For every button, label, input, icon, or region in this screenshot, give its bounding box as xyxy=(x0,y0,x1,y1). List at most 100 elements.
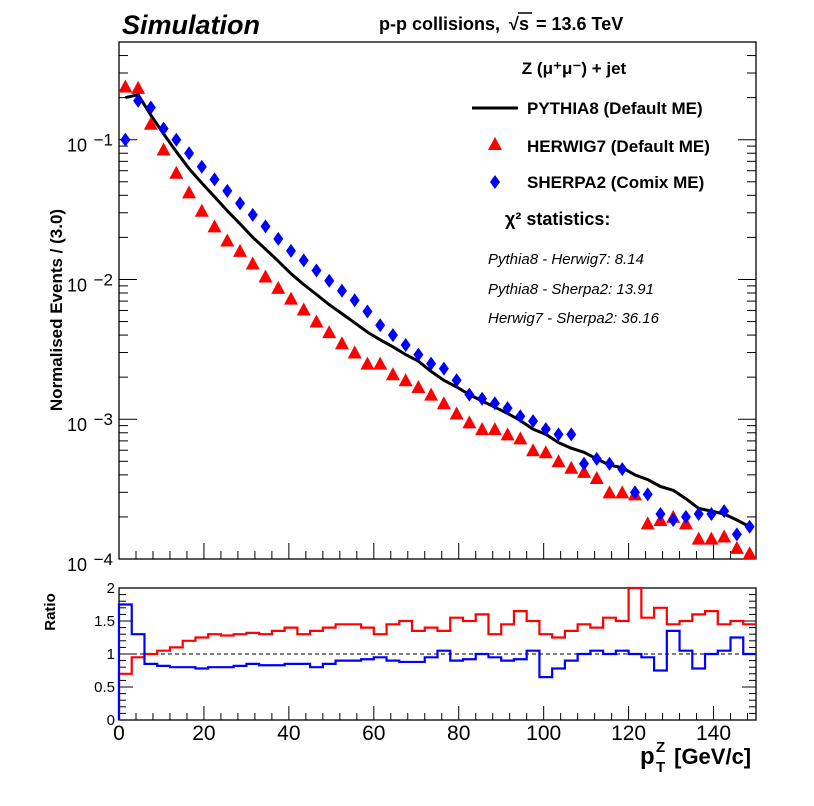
y-tick-label-exp: −4 xyxy=(94,550,113,569)
sherpa-point xyxy=(477,391,488,406)
herwig-point xyxy=(564,460,579,474)
legend-label-herwig: HERWIG7 (Default ME) xyxy=(527,137,710,156)
y-tick-label-exp: −3 xyxy=(94,410,113,429)
ratio-x-tick-label: 140 xyxy=(696,722,731,745)
herwig-point xyxy=(436,396,451,410)
herwig-point xyxy=(513,431,528,445)
sherpa-point xyxy=(668,513,679,528)
main-panel: −1 10 −2 10 −3 10 −4 10 Normalised Events / (3.… xyxy=(47,41,757,575)
herwig-point xyxy=(487,422,502,436)
y-tick-label-base: 10 xyxy=(67,275,87,295)
herwig-point xyxy=(233,243,248,257)
herwig-point xyxy=(296,302,311,316)
herwig-point xyxy=(373,356,388,370)
main-y-axis-label: Normalised Events / (3.0) xyxy=(47,209,66,411)
legend-header: Z (μ⁺μ⁻) + jet xyxy=(522,59,627,78)
herwig-point xyxy=(449,406,464,420)
herwig-point xyxy=(411,380,426,394)
y-tick-label: −3 10 xyxy=(67,410,113,435)
sherpa-point xyxy=(184,146,195,161)
x-axis-label: p Z T [GeV/c] xyxy=(640,739,751,776)
legend-entry-herwig: HERWIG7 (Default ME) xyxy=(488,137,710,156)
herwig-ratio-line xyxy=(117,586,756,720)
herwig-point xyxy=(156,142,171,156)
herwig-point xyxy=(398,373,413,387)
herwig-point xyxy=(691,531,706,545)
sherpa-point xyxy=(629,485,640,500)
herwig-point xyxy=(589,470,604,484)
herwig-point xyxy=(717,529,732,543)
herwig-point xyxy=(742,546,757,560)
ratio-x-axis: 0 20 40 60 80 100 120 140 xyxy=(113,706,749,745)
sherpa-point xyxy=(731,527,742,542)
herwig-point xyxy=(245,256,260,270)
y-tick-label-exp: −2 xyxy=(94,270,113,289)
legend-entry-sherpa: SHERPA2 (Comix ME) xyxy=(490,173,704,192)
x-axis-label-sub: T xyxy=(656,759,665,776)
collision-label: p-p collisions, xyxy=(379,14,500,34)
sherpa-point xyxy=(706,506,717,521)
herwig-point xyxy=(207,219,222,233)
sherpa-point xyxy=(693,506,704,521)
x-axis-label-unit: [GeV/c] xyxy=(668,744,751,769)
legend-diamond-icon xyxy=(490,175,500,189)
simulation-label: Simulation xyxy=(122,10,260,40)
sherpa-point xyxy=(566,427,577,442)
ratio-y-tick-label: 1.5 xyxy=(94,613,115,630)
main-series xyxy=(118,79,757,560)
energy-value: = 13.6 TeV xyxy=(531,14,623,34)
herwig-point xyxy=(475,422,490,436)
herwig-point xyxy=(271,280,286,294)
sqrt-icon: √ xyxy=(509,14,519,34)
herwig-point xyxy=(462,415,477,429)
ratio-panel: 0 0.5 1 1.5 2 0 20 40 60 80 100 120 140 Ratio p Z T… xyxy=(42,580,757,776)
sherpa-point xyxy=(579,456,590,471)
sherpa-point xyxy=(324,273,335,288)
ratio-x-tick-label: 120 xyxy=(611,722,646,745)
legend-entry-pythia: PYTHIA8 (Default ME) xyxy=(472,99,703,118)
sherpa-point xyxy=(273,231,284,246)
sherpa-point xyxy=(375,318,386,333)
energy-label: √ s = 13.6 TeV xyxy=(509,12,623,34)
sherpa-point xyxy=(451,373,462,388)
legend: Z (μ⁺μ⁻) + jet PYTHIA8 (Default ME) HERW… xyxy=(472,59,710,192)
sherpa-point xyxy=(196,159,207,174)
ratio-y-tick-label: 1 xyxy=(107,646,115,663)
sherpa-point xyxy=(158,121,169,136)
sherpa-point xyxy=(349,293,360,308)
sherpa-point xyxy=(591,451,602,466)
ratio-x-tick-label: 0 xyxy=(113,722,125,745)
sherpa-point xyxy=(247,207,258,222)
legend-triangle-icon xyxy=(488,137,502,150)
sherpa-point xyxy=(744,519,755,534)
herwig-point xyxy=(615,485,630,499)
ratio-y-tick-label: 2 xyxy=(107,580,115,597)
ratio-x-tick-label: 80 xyxy=(447,722,470,745)
herwig-point xyxy=(334,336,349,350)
sherpa-point xyxy=(502,401,513,416)
herwig-point xyxy=(347,345,362,359)
main-y-axis: −1 10 −2 10 −3 10 −4 10 xyxy=(67,41,756,575)
herwig-point xyxy=(704,531,719,545)
sherpa-point xyxy=(426,356,437,371)
sherpa-point xyxy=(515,409,526,424)
ratio-y-tick-label: 0.5 xyxy=(94,679,115,696)
ratio-x-tick-label: 40 xyxy=(277,722,300,745)
herwig-point xyxy=(143,116,158,130)
ratio-y-axis-label: Ratio xyxy=(42,593,59,631)
ratio-x-tick-label: 20 xyxy=(192,722,215,745)
herwig-point xyxy=(220,233,235,247)
ratio-x-tick-label: 60 xyxy=(362,722,385,745)
herwig-point xyxy=(551,454,566,468)
sherpa-point xyxy=(120,132,131,147)
herwig-point xyxy=(182,185,197,199)
y-tick-label-exp: −1 xyxy=(94,131,113,150)
x-axis-label-sup: Z xyxy=(656,739,665,756)
sherpa-point xyxy=(617,462,628,477)
sherpa-point xyxy=(604,456,615,471)
sherpa-point xyxy=(260,219,271,234)
sherpa-point xyxy=(145,100,156,115)
sherpa-point xyxy=(222,183,233,198)
sherpa-point xyxy=(438,361,449,376)
